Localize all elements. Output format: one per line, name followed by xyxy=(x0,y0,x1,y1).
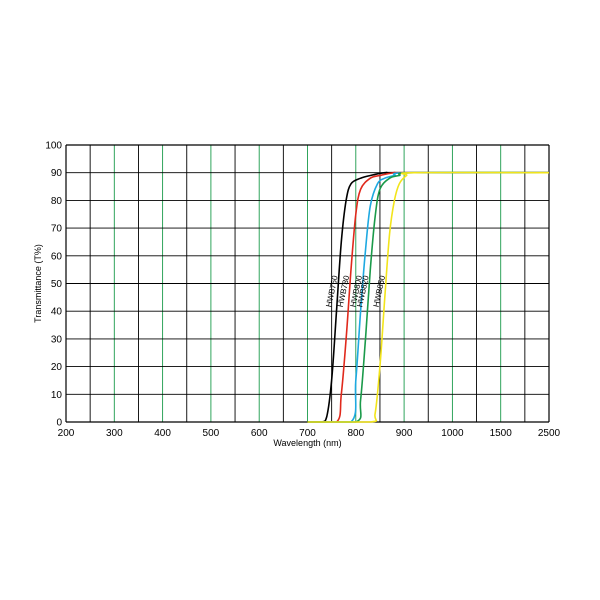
axis-ticks: 200 300 400 500 600 700 800 900 1000 1500 2500 0 10 2… xyxy=(45,141,560,440)
y-tick-label: 80 xyxy=(51,196,63,207)
y-axis-title: Transmittance (T%) xyxy=(33,244,43,323)
series-line-hwb850 xyxy=(307,171,550,423)
y-tick-label: 70 xyxy=(51,224,63,235)
y-tick-label: 20 xyxy=(51,362,63,373)
y-tick-label: 50 xyxy=(51,279,63,290)
x-tick-label: 500 xyxy=(203,428,220,439)
series-line-hwb820 xyxy=(307,171,550,423)
y-tick-label: 100 xyxy=(45,141,62,152)
y-tick-label: 40 xyxy=(51,307,63,318)
y-tick-label: 10 xyxy=(51,390,63,401)
grid xyxy=(65,144,550,423)
x-tick-label: 400 xyxy=(154,428,171,439)
series-line-hwb800 xyxy=(307,171,550,423)
x-tick-label: 1500 xyxy=(490,428,513,439)
series-line-hwb760 xyxy=(307,171,549,423)
x-tick-label: 600 xyxy=(251,428,268,439)
x-tick-label: 2500 xyxy=(538,428,561,439)
y-tick-label: 60 xyxy=(51,251,63,262)
x-tick-label: 300 xyxy=(106,428,123,439)
x-tick-label: 700 xyxy=(299,428,316,439)
x-tick-label: 1000 xyxy=(441,428,464,439)
y-tick-label: 90 xyxy=(51,168,63,179)
x-tick-label: 200 xyxy=(58,428,75,439)
y-tick-label: 30 xyxy=(51,334,63,345)
x-axis-title: Wavelength (nm) xyxy=(273,438,341,448)
y-tick-label: 0 xyxy=(56,418,62,429)
series-line-hwb780 xyxy=(307,171,549,423)
series-lines xyxy=(307,171,550,423)
x-tick-label: 800 xyxy=(347,428,364,439)
x-tick-label: 900 xyxy=(396,428,413,439)
